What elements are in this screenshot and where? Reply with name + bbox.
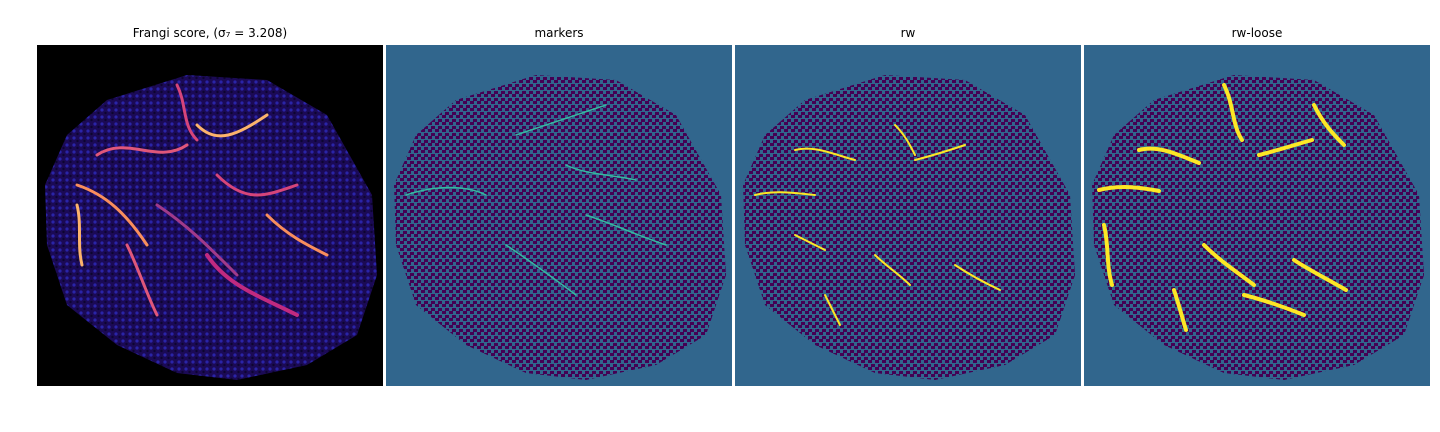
rw-loose-segmentation-svg bbox=[1084, 45, 1430, 386]
rw-loose-segmentation-image bbox=[1084, 45, 1430, 386]
markers-svg bbox=[386, 45, 732, 386]
tissue-region bbox=[394, 75, 726, 380]
rw-loose-panel-title: rw-loose bbox=[1231, 26, 1283, 40]
rw-segmentation-svg bbox=[735, 45, 1081, 386]
rw-panel-title: rw bbox=[900, 26, 916, 40]
tissue-region bbox=[45, 75, 377, 380]
frangi-panel-title: Frangi score, (σ₇ = 3.208) bbox=[132, 26, 288, 40]
markers-panel-title: markers bbox=[534, 26, 584, 40]
rw-segmentation-image bbox=[735, 45, 1081, 386]
markers-image bbox=[386, 45, 732, 386]
tissue-region bbox=[1092, 75, 1424, 380]
frangi-score-svg bbox=[37, 45, 383, 386]
frangi-score-image bbox=[37, 45, 383, 386]
